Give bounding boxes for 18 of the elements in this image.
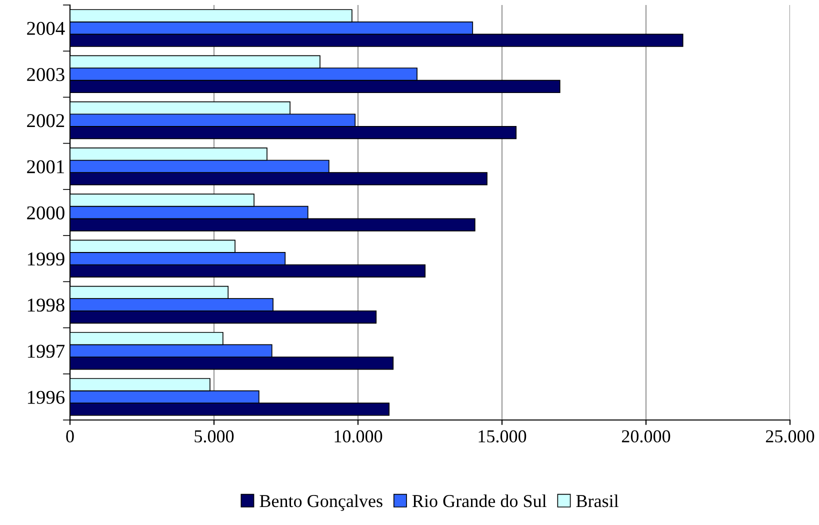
x-tick-label: 25.000 [766,430,814,443]
y-tick-label: 1997 [28,344,65,358]
y-tick-label: 1999 [28,252,64,266]
y-tick-label: 1998 [28,298,64,312]
y-tick-label: 2003 [27,68,64,82]
y-tick-label: 2000 [27,206,64,220]
y-tick-label: 2004 [27,22,65,35]
x-tick-label: 5.000 [194,430,234,443]
x-tick-label: 20.000 [622,430,670,443]
legend-label: Brasil [576,494,618,508]
y-tick-label: 2001 [27,160,64,174]
x-tick-label: 0 [66,430,74,442]
legend-label: Rio Grande do Sul [412,494,546,508]
x-tick-label: 10.000 [334,430,382,443]
y-tick-label: 2002 [27,114,64,128]
y-tick-label: 1996 [28,390,65,404]
x-tick-label: 15.000 [478,430,526,443]
legend-label: Bento Gonçalves [260,494,382,511]
